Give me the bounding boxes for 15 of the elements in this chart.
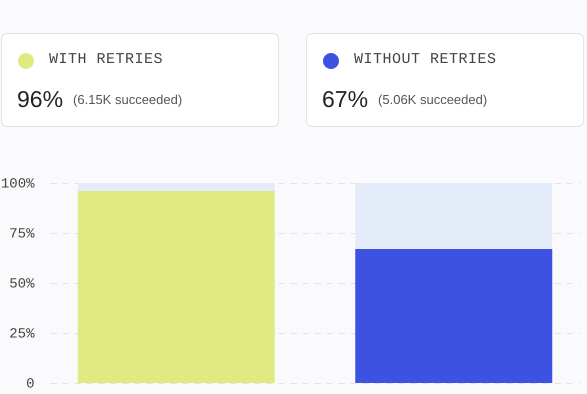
text: 96% bbox=[17, 86, 64, 112]
bar bbox=[78, 191, 275, 383]
text: (6.15K succeeded) bbox=[73, 92, 182, 107]
legend-label: WITH RETRIES bbox=[49, 51, 164, 68]
bar bbox=[355, 183, 552, 249]
y-tick-label: 0 bbox=[26, 376, 34, 392]
text: 67% bbox=[322, 86, 368, 112]
y-tick-label: 25% bbox=[9, 326, 36, 342]
y-tick-label: 50% bbox=[9, 276, 36, 292]
bar bbox=[355, 249, 552, 383]
y-tick-label: 75% bbox=[9, 226, 36, 242]
legend-label: WITHOUT RETRIES bbox=[354, 51, 497, 68]
y-tick-label: 100% bbox=[0, 176, 36, 192]
text: (5.06K succeeded) bbox=[378, 92, 488, 107]
bar bbox=[78, 183, 275, 191]
